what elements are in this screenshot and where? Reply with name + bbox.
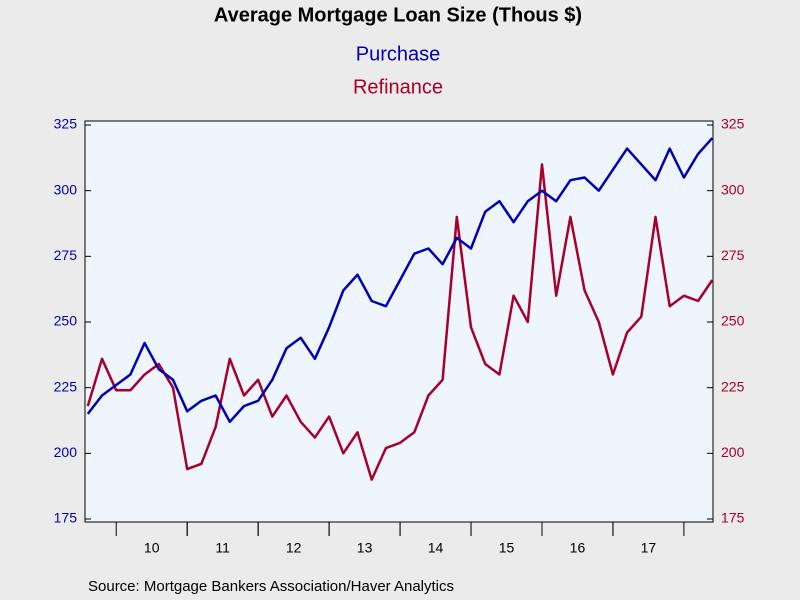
x-tick-label: 13	[357, 540, 373, 556]
y-tick-label: 250	[54, 313, 78, 329]
line-series	[86, 137, 714, 424]
y2-tick-label: 200	[721, 444, 745, 460]
x-tick-label: 15	[499, 540, 515, 556]
x-tick-label: 11	[215, 540, 230, 556]
source-note: Source: Mortgage Bankers Association/Hav…	[88, 578, 454, 595]
y2-tick-label: 225	[721, 378, 745, 394]
x-tick-label: 16	[570, 540, 586, 556]
y-tick-label: 175	[54, 510, 78, 526]
legend-entry: Purchase	[356, 43, 441, 65]
y-tick-label: 225	[54, 378, 78, 394]
y2-tick-label: 275	[721, 247, 745, 263]
x-tick-label: 12	[286, 540, 302, 556]
y2-tick-label: 300	[721, 181, 745, 197]
legend-entry: Refinance	[353, 76, 443, 98]
y-tick-label: 325	[54, 116, 78, 132]
chart-title: Average Mortgage Loan Size (Thous $)	[214, 4, 582, 26]
y-tick-label: 275	[54, 247, 78, 263]
y2-tick-label: 175	[721, 510, 745, 526]
x-tick-label: 14	[428, 540, 444, 556]
y-tick-label: 200	[54, 444, 78, 460]
x-tick-label: 17	[641, 540, 657, 556]
y2-tick-label: 325	[721, 116, 745, 132]
y-tick-label: 300	[54, 181, 78, 197]
y2-tick-label: 250	[721, 313, 745, 329]
plot-area	[84, 120, 714, 523]
x-tick-label: 10	[144, 540, 160, 556]
line-series	[86, 163, 714, 481]
